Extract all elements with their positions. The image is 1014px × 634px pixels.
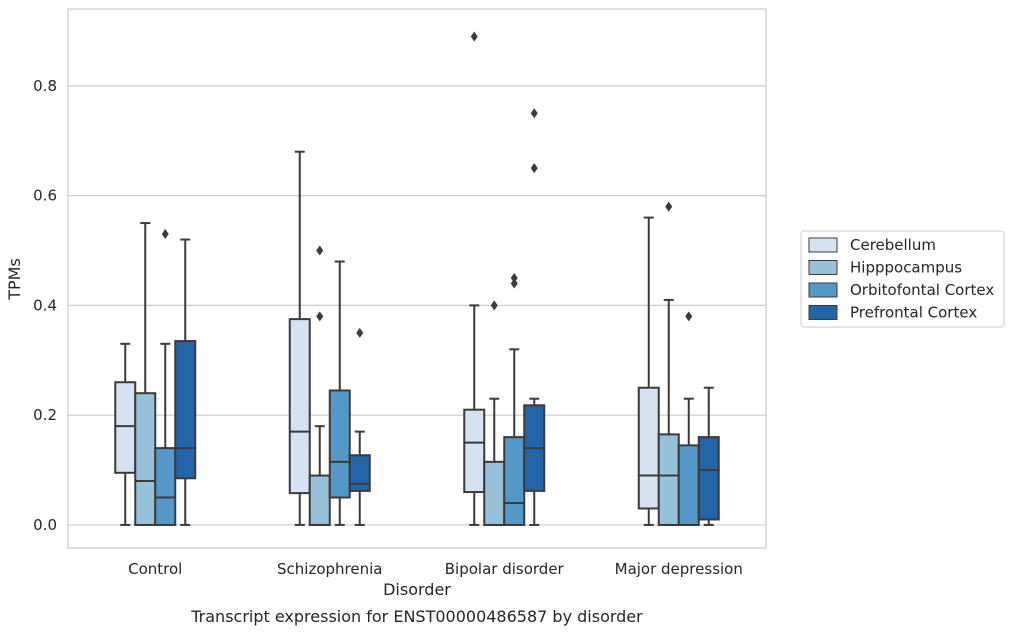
box-iqr [174,340,197,480]
box-iqr [503,436,526,526]
x-tick-label: Bipolar disorder [445,560,565,578]
outlier-point [356,327,364,338]
legend-label: Hipppocampus [850,259,962,277]
box-iqr [114,381,137,474]
y-tick-labels: 0.0 0.2 0.4 0.6 0.8 [33,77,57,534]
box-iqr [328,389,351,499]
outlier-point [316,311,324,322]
outlier-point [161,229,169,240]
chart-title: Transcript expression for ENST0000048658… [190,607,643,626]
x-tick-label: Major depression [615,560,743,578]
box-iqr [463,408,486,494]
box-iqr [637,386,660,510]
box-iqr [657,433,680,526]
legend-label: Orbitofontal Cortex [850,281,994,299]
y-axis-label: TPMs [5,258,24,301]
box-iqr [288,318,311,495]
outlier-point [510,272,518,283]
legend-label: Prefrontal Cortex [850,304,977,322]
x-tick-label: Control [128,560,182,578]
x-axis-label: Disorder [383,580,451,599]
outlier-point [685,311,693,322]
outlier-point [530,108,538,119]
legend-swatch [808,237,838,253]
plot-area-frame [67,8,767,549]
box-iqr [308,474,331,526]
box-iqr [154,447,177,526]
legend-swatch [808,305,838,320]
y-tick-label: 0.8 [33,77,57,95]
outlier-point [510,278,518,289]
legend-label: Cerebellum [850,236,936,254]
box-iqr [348,454,371,492]
outlier-point [530,163,538,174]
outlier-point [665,201,673,212]
legend: Cerebellum Hipppocampus Orbitofontal Corte… [800,230,1005,328]
y-tick-label: 0.0 [33,516,57,534]
box-iqr [697,436,720,521]
box-elements [114,31,720,526]
y-tick-label: 0.6 [33,187,57,205]
legend-swatch [808,260,838,275]
box-iqr [483,460,506,526]
x-tick-label: Schizophrenia [277,560,382,578]
y-tick-label: 0.2 [33,406,57,424]
outlier-point [470,31,478,42]
x-tick-labels: Control Schizophrenia Bipolar disorder Majo… [128,560,743,578]
box-iqr [134,392,157,526]
y-tick-label: 0.4 [33,296,57,314]
legend-frame [800,230,1005,328]
outlier-point [316,245,324,256]
box-iqr [677,444,700,526]
legend-swatch [808,282,838,298]
outlier-point [490,300,498,311]
